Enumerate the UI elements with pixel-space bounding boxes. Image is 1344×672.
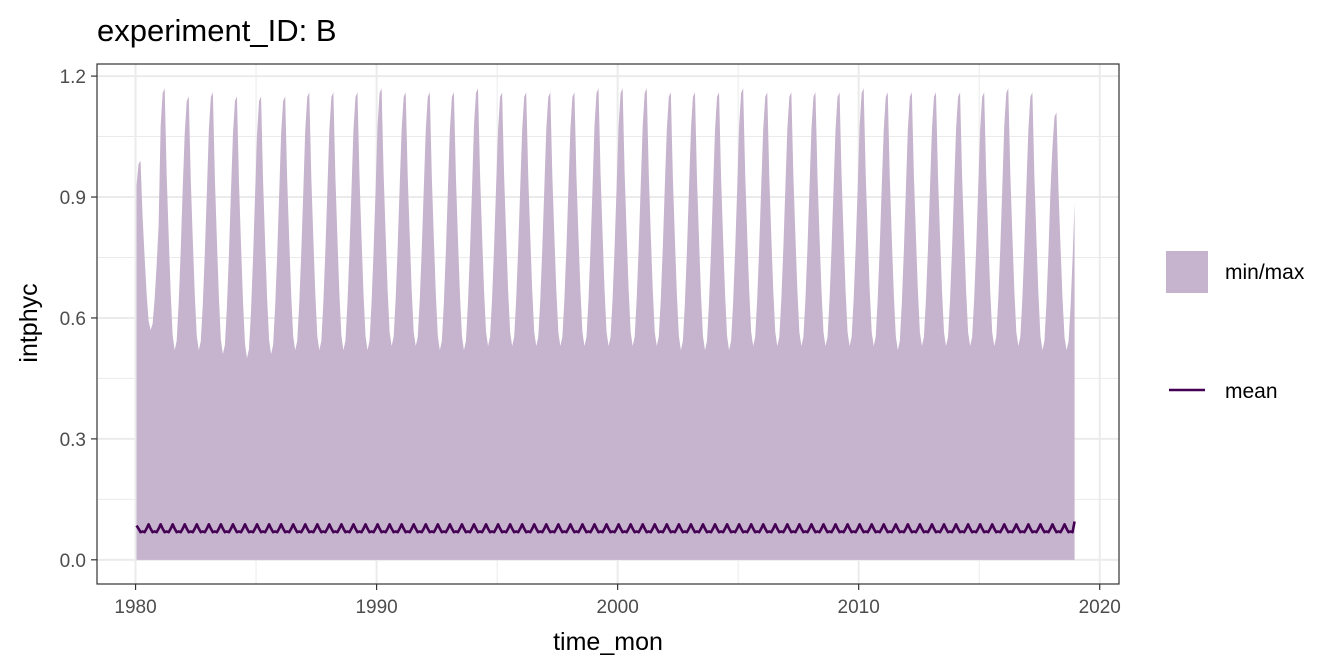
x-axis: 1980 1990 2000 2010 2020 <box>114 584 1121 618</box>
y-axis-title: intphyc <box>15 283 43 362</box>
x-tick-label: 2000 <box>597 597 639 618</box>
x-tick-label: 1980 <box>114 597 156 618</box>
x-axis-title: time_mon <box>553 628 663 656</box>
x-tick-label: 2010 <box>838 597 880 618</box>
x-tick-label: 2020 <box>1079 597 1121 618</box>
chart-title: experiment_ID: B <box>97 13 337 48</box>
x-tick-label: 1990 <box>355 597 397 618</box>
legend: min/max mean <box>1166 251 1305 403</box>
y-tick-label: 0.9 <box>60 188 86 209</box>
min-max-ribbon <box>136 88 1075 560</box>
legend-label-mean: mean <box>1225 380 1278 403</box>
y-tick-label: 0.6 <box>60 309 86 330</box>
mean-line <box>135 521 1076 534</box>
y-tick-label: 0.0 <box>60 551 86 572</box>
legend-label-min-max: min/max <box>1225 261 1305 284</box>
y-axis: 0.0 0.3 0.6 0.9 1.2 <box>60 67 97 572</box>
y-tick-label: 0.3 <box>60 430 86 451</box>
y-tick-label: 1.2 <box>60 67 86 88</box>
plot-panel-border <box>96 63 1120 585</box>
legend-key-min-max <box>1166 251 1208 293</box>
